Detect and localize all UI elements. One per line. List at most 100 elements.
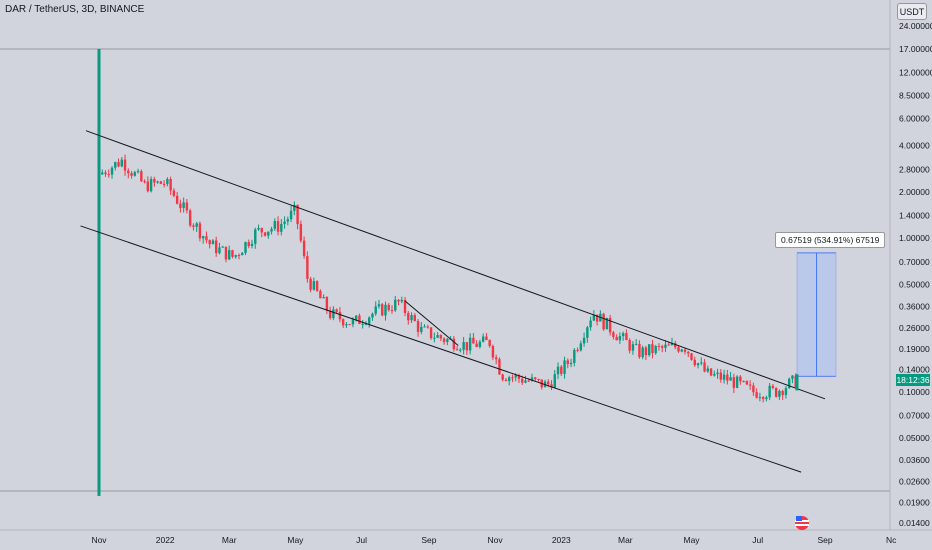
candle-up xyxy=(573,349,576,363)
candle-up xyxy=(400,299,403,302)
candle-down xyxy=(426,326,430,328)
candle-up xyxy=(654,345,657,354)
candle-up xyxy=(361,323,364,325)
candle-down xyxy=(302,240,306,257)
candle-up xyxy=(410,315,413,321)
candle-down xyxy=(397,299,400,302)
candle-up xyxy=(420,326,423,332)
candle-up xyxy=(553,374,556,388)
candle-down xyxy=(175,195,179,204)
candle-down xyxy=(296,204,299,225)
candle-down xyxy=(153,178,156,183)
time-tick-label: 2023 xyxy=(552,535,571,545)
candle-up xyxy=(462,342,465,350)
candle-up xyxy=(647,344,651,356)
candle-up xyxy=(478,341,482,347)
channel-lower-line[interactable] xyxy=(80,225,802,473)
candle-down xyxy=(745,380,749,385)
candle-down xyxy=(306,256,309,279)
chart-title: DAR / TetherUS, 3D, BINANCE xyxy=(5,4,145,15)
channel-upper-line[interactable] xyxy=(85,130,826,400)
candle-down xyxy=(475,343,478,347)
candle-down xyxy=(465,342,469,351)
candle-down xyxy=(276,221,280,232)
candle-up xyxy=(791,375,794,379)
candle-up xyxy=(286,219,290,222)
candle-down xyxy=(674,343,677,348)
candle-down xyxy=(328,310,332,319)
price-tick-label: 0.70000 xyxy=(899,257,930,267)
time-tick-label: Jul xyxy=(752,535,763,545)
price-tick-label: 0.01400 xyxy=(899,518,930,528)
candle-down xyxy=(755,392,758,398)
drawing-layer xyxy=(80,130,837,473)
candle-up xyxy=(394,299,397,311)
candle-up xyxy=(459,349,462,351)
candle-down xyxy=(185,202,189,211)
candle-up xyxy=(696,363,700,366)
candle-down xyxy=(335,309,338,312)
candle-up xyxy=(579,343,583,351)
candle-down xyxy=(192,225,195,227)
short-trendline[interactable] xyxy=(404,300,459,346)
candle-up xyxy=(634,343,638,345)
time-tick-label: 2022 xyxy=(156,535,175,545)
price-tick-label: 1.00000 xyxy=(899,233,930,243)
candle-down xyxy=(143,181,146,183)
candle-up xyxy=(133,172,137,176)
candle-down xyxy=(504,379,508,381)
candle-down xyxy=(224,246,228,260)
candle-down xyxy=(690,353,693,360)
candle-down xyxy=(638,343,641,358)
candle-down xyxy=(429,327,433,339)
candle-up xyxy=(735,376,739,388)
candle-up xyxy=(641,347,644,358)
candle-up xyxy=(351,319,355,325)
time-tick-label: Sep xyxy=(421,535,436,545)
candle-up xyxy=(101,172,104,175)
candle-down xyxy=(771,385,775,388)
us-flag-icon[interactable] xyxy=(795,516,809,530)
candle-up xyxy=(729,377,732,381)
candle-down xyxy=(517,375,521,379)
candle-up xyxy=(589,320,592,328)
candle-up xyxy=(621,333,625,337)
price-tick-label: 0.36000 xyxy=(899,301,930,311)
candle-up xyxy=(289,210,293,220)
candle-down xyxy=(169,178,172,191)
currency-button[interactable]: USDT xyxy=(897,3,927,20)
time-tick-label: Nc xyxy=(886,535,897,545)
price-tick-label: 0.07000 xyxy=(899,411,930,421)
price-axis[interactable]: 24.00000 17.00000 12.00000 8.50000 6.00000 4.… xyxy=(899,21,932,528)
candle-up xyxy=(680,349,683,352)
candle-down xyxy=(215,240,218,254)
candle-up xyxy=(201,236,205,239)
candle-up xyxy=(332,309,335,319)
candle-up xyxy=(221,246,224,248)
candle-down xyxy=(407,313,410,321)
candle-up xyxy=(244,242,247,253)
candle-up xyxy=(120,159,123,167)
candle-up xyxy=(631,344,635,351)
candle-down xyxy=(107,174,110,176)
price-tick-label: 0.26000 xyxy=(899,323,930,333)
candle-down xyxy=(472,337,475,344)
candle-up xyxy=(605,317,609,330)
candle-up xyxy=(514,375,517,378)
candle-up xyxy=(618,336,622,341)
candle-down xyxy=(198,223,202,239)
candle-down xyxy=(550,384,553,388)
candle-down xyxy=(491,346,495,358)
time-axis[interactable]: Nov 2022 Mar May Jul Sep Nov 2023 Mar May Jul Sep Nc xyxy=(91,535,897,545)
candle-up xyxy=(384,304,387,316)
candle-up xyxy=(241,252,244,256)
price-tick-label: 0.50000 xyxy=(899,279,930,289)
candle-down xyxy=(560,366,563,374)
price-tick-label: 0.14000 xyxy=(899,364,930,374)
candle-down xyxy=(237,255,241,257)
candle-down xyxy=(595,314,599,322)
price-tick-label: 0.01900 xyxy=(899,498,930,508)
candle-up xyxy=(374,306,377,314)
price-tick-label: 1.40000 xyxy=(899,211,930,221)
